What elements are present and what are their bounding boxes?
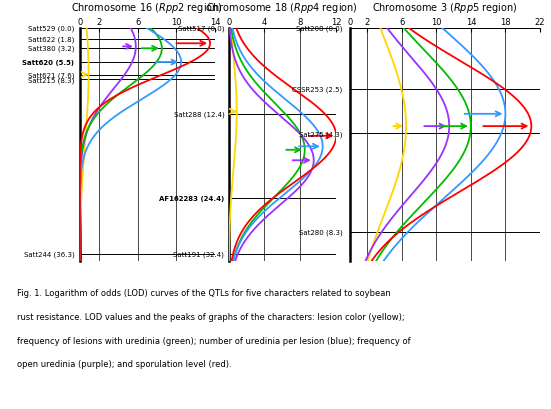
- Text: Satt621 (7.6): Satt621 (7.6): [28, 73, 74, 79]
- Text: Satt380 (3.2): Satt380 (3.2): [28, 45, 74, 52]
- Text: frequency of lesions with uredinia (green); number of uredinia per lesion (blue): frequency of lesions with uredinia (gree…: [17, 336, 410, 345]
- Text: Satt191 (32.4): Satt191 (32.4): [174, 251, 224, 257]
- Text: Satt622 (1.8): Satt622 (1.8): [28, 36, 74, 43]
- Title: Chromosome 3 ($\it{Rpp5}$ region): Chromosome 3 ($\it{Rpp5}$ region): [372, 1, 518, 15]
- Text: Satt517 (0.0): Satt517 (0.0): [178, 25, 224, 32]
- Text: Sat275 (4.3): Sat275 (4.3): [299, 131, 342, 137]
- Text: Sat280 (8.3): Sat280 (8.3): [299, 229, 342, 236]
- Text: Satt244 (36.3): Satt244 (36.3): [24, 251, 74, 258]
- Text: Satt208 (0.0): Satt208 (0.0): [296, 25, 342, 32]
- Text: AF162283 (24.4): AF162283 (24.4): [159, 196, 224, 201]
- Text: Satt620 (5.5): Satt620 (5.5): [23, 60, 74, 66]
- Text: rust resistance. LOD values and the peaks of graphs of the characters: lesion co: rust resistance. LOD values and the peak…: [17, 312, 404, 321]
- Text: Satt288 (12.4): Satt288 (12.4): [174, 112, 224, 118]
- Text: open uredinia (purple); and sporulation level (red).: open uredinia (purple); and sporulation …: [17, 360, 231, 369]
- Title: Chromosome 18 ($\it{Rpp4}$ region): Chromosome 18 ($\it{Rpp4}$ region): [207, 1, 358, 15]
- Text: Satt529 (0.0): Satt529 (0.0): [28, 25, 74, 32]
- Text: Satt215 (8.3): Satt215 (8.3): [28, 77, 74, 83]
- Text: CSSR253 (2.5): CSSR253 (2.5): [292, 87, 342, 93]
- Title: Chromosome 16 ($\it{Rpp2}$ region): Chromosome 16 ($\it{Rpp2}$ region): [72, 1, 223, 15]
- Text: Fig. 1. Logarithm of odds (LOD) curves of the QTLs for five characters related t: Fig. 1. Logarithm of odds (LOD) curves o…: [17, 288, 390, 297]
